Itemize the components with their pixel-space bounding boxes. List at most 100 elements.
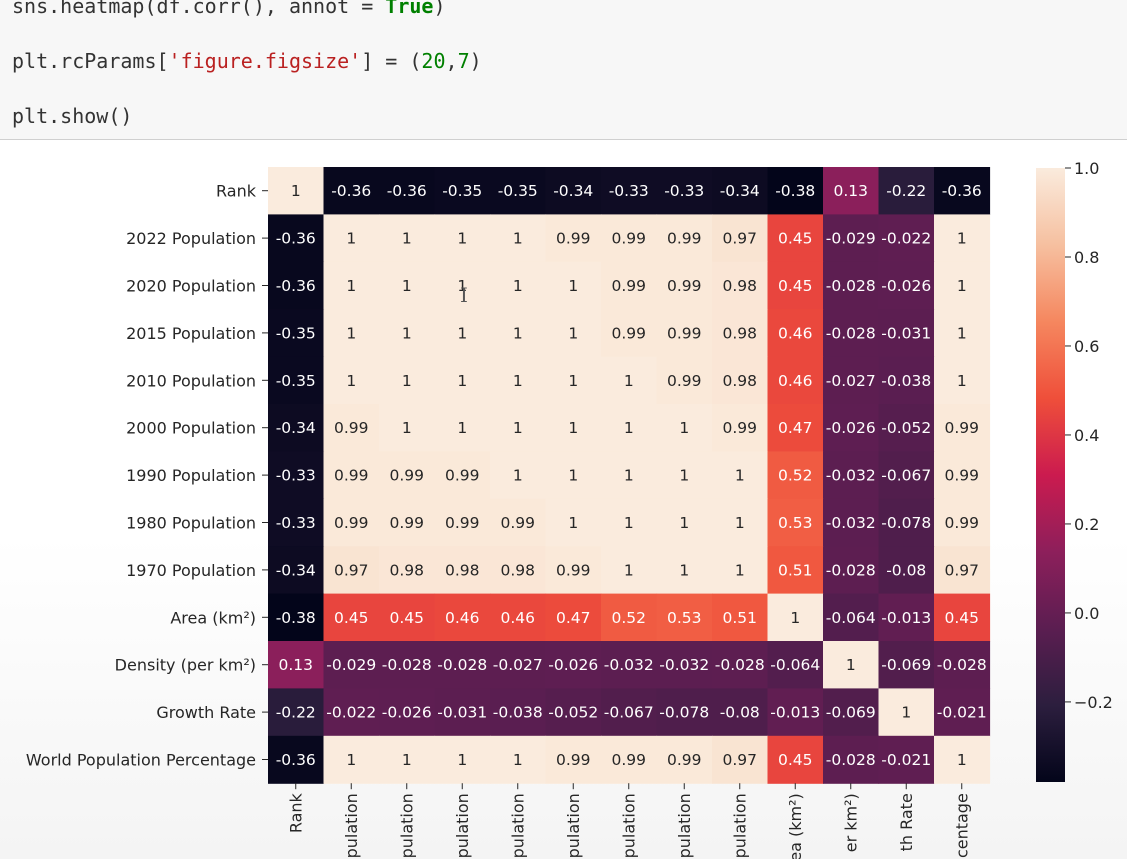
heatmap-cell [545, 546, 602, 595]
colorbar-tick-label: 0.8 [1074, 248, 1099, 267]
heatmap-cell [934, 546, 991, 595]
cell-annotation: 1 [624, 561, 634, 579]
heatmap-cell [934, 451, 991, 500]
column-label: Rank [287, 792, 306, 833]
cell-annotation: 0.99 [611, 751, 646, 769]
cell-annotation: -0.027 [826, 372, 876, 390]
cell-annotation: 1 [513, 419, 523, 437]
heatmap-cell [656, 214, 713, 263]
heatmap-cell [878, 688, 935, 737]
cell-annotation: 0.99 [334, 514, 369, 532]
heatmap-cell [712, 546, 769, 595]
heatmap-cell [878, 261, 935, 310]
colorbar-tick-label: −0.2 [1074, 693, 1113, 712]
cell-annotation: -0.013 [881, 609, 931, 627]
cell-annotation: -0.35 [442, 182, 482, 200]
cell-annotation: 0.97 [944, 561, 979, 579]
cell-annotation: 0.13 [278, 656, 313, 674]
column-label: opulation [731, 793, 750, 859]
heatmap-cell [268, 688, 325, 737]
heatmap-cell [767, 167, 824, 215]
cell-annotation: 0.99 [944, 419, 979, 437]
heatmap-cell [767, 641, 824, 689]
cell-annotation: 0.47 [556, 609, 591, 627]
cell-annotation: -0.028 [937, 656, 987, 674]
heatmap-cell [823, 735, 880, 784]
heatmap-cell [878, 451, 935, 500]
cell-annotation: 1 [402, 751, 412, 769]
heatmap-cell [712, 167, 769, 215]
cell-annotation: 0.99 [944, 514, 979, 532]
cell-annotation: 0.99 [611, 277, 646, 295]
cell-annotation: -0.38 [775, 182, 815, 200]
column-label: opulation [675, 793, 694, 859]
cell-annotation: -0.08 [886, 561, 926, 579]
heatmap-cell [601, 498, 658, 547]
cell-annotation: -0.028 [826, 277, 876, 295]
cell-annotation: 0.53 [667, 609, 702, 627]
heatmap-cell [545, 451, 602, 500]
cell-annotation: -0.038 [881, 372, 931, 390]
heatmap-cell [379, 214, 436, 263]
cell-annotation: 0.99 [556, 561, 591, 579]
heatmap-cell [712, 735, 769, 784]
cell-annotation: 1 [735, 561, 745, 579]
heatmap-cell [601, 261, 658, 310]
heatmap-cell [656, 309, 713, 358]
row-label: Growth Rate [156, 703, 256, 722]
cell-annotation: 1 [568, 324, 578, 342]
cell-annotation: 0.98 [445, 561, 480, 579]
cell-annotation: -0.028 [715, 656, 765, 674]
heatmap-cell [323, 451, 380, 500]
heatmap-cell [823, 167, 880, 215]
heatmap-cell [878, 167, 935, 215]
heatmap-cell [545, 167, 602, 215]
heatmap-cell [379, 451, 436, 500]
heatmap-cell [823, 214, 880, 263]
heatmap-cell [268, 356, 325, 405]
heatmap-cell [767, 451, 824, 500]
heatmap-cell [823, 261, 880, 310]
cell-annotation: 1 [568, 514, 578, 532]
cell-annotation: -0.34 [720, 182, 760, 200]
heatmap-cell [601, 404, 658, 452]
colorbar-tick-label: 0.2 [1074, 515, 1099, 534]
cell-annotation: 0.45 [334, 609, 369, 627]
cell-annotation: -0.052 [548, 704, 598, 722]
code-token: True [385, 0, 434, 18]
cell-annotation: 1 [346, 324, 356, 342]
cell-annotation: 0.46 [500, 609, 535, 627]
heatmap-cell [490, 404, 547, 452]
code-cell[interactable]: sns.heatmap(df.corr(), annot = True) plt… [0, 0, 1127, 140]
cell-annotation: 0.99 [556, 751, 591, 769]
heatmap-cell [712, 688, 769, 737]
cell-annotation: 1 [346, 230, 356, 248]
heatmap-cell [323, 735, 380, 784]
heatmap-cell [434, 593, 491, 642]
cell-annotation: 0.51 [722, 609, 757, 627]
row-label: 2015 Population [126, 324, 256, 343]
cell-annotation: 1 [402, 324, 412, 342]
heatmap-cell [934, 167, 991, 215]
column-label: ea (km²) [786, 793, 805, 859]
heatmap-cell [656, 261, 713, 310]
cell-annotation: -0.38 [276, 609, 316, 627]
cell-annotation: 0.99 [611, 230, 646, 248]
cell-annotation: -0.021 [937, 704, 987, 722]
heatmap-cell [823, 356, 880, 405]
cell-annotation: -0.078 [659, 704, 709, 722]
heatmap-cell [434, 167, 491, 215]
code-token: , [445, 49, 458, 73]
cell-annotation: 0.45 [778, 230, 813, 248]
cell-annotation: -0.34 [276, 419, 316, 437]
heatmap-cell [434, 735, 491, 784]
cell-annotation: -0.022 [326, 704, 376, 722]
cell-annotation: -0.028 [382, 656, 432, 674]
heatmap-cell [823, 546, 880, 595]
cell-annotation: 0.99 [445, 514, 480, 532]
cell-annotation: 0.98 [722, 372, 757, 390]
heatmap-cell [323, 404, 380, 452]
column-label: opulation [342, 793, 361, 859]
heatmap-cell [601, 167, 658, 215]
